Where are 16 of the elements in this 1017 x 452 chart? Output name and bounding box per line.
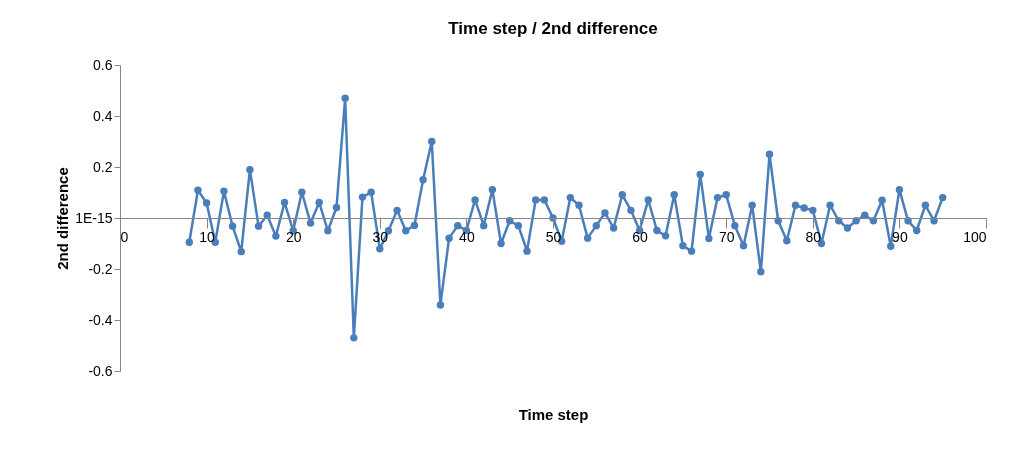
y-tick-label: 0.6 [93,56,113,73]
y-tick-label: -0.6 [88,362,113,379]
x-tick-label: 100 [963,228,987,245]
y-tick-label: 0.4 [93,107,113,124]
y-tick-label: 0.2 [93,158,113,175]
x-tick-label: 60 [632,228,649,245]
y-tick-label: 1E-15 [75,209,113,226]
x-tick-label: 70 [718,228,735,245]
y-tick-label: -0.2 [88,260,113,277]
x-tick-label: 40 [459,228,475,245]
y-tick-label: -0.4 [88,311,113,328]
x-tick-label: 0 [120,228,129,245]
y-axis-title: 2nd difference [54,167,72,270]
x-tick-label: 20 [285,228,302,245]
x-axis-title: Time step [518,405,589,423]
chart-title: Time step / 2nd difference [448,19,658,38]
